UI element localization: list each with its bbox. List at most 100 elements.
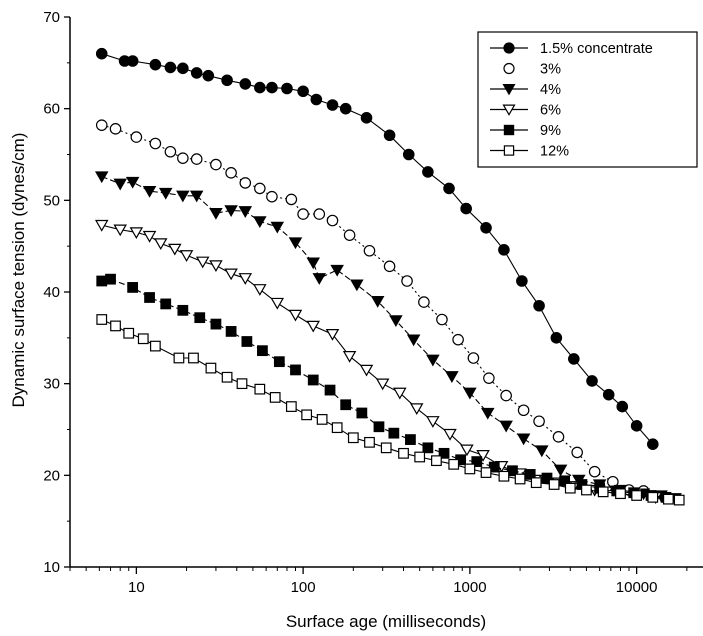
data-point [142, 185, 157, 198]
y-tick-label: 70 [43, 9, 60, 26]
data-point [109, 123, 122, 135]
data-point [153, 238, 168, 251]
data-point [312, 273, 327, 285]
data-point [581, 484, 592, 496]
data-point [530, 477, 542, 489]
legend-label: 6% [540, 103, 561, 119]
legend-label: 4% [540, 82, 561, 98]
x-axis-title: Surface age (milliseconds) [286, 612, 486, 631]
data-point [481, 407, 495, 420]
data-point [616, 400, 629, 413]
data-point [125, 176, 140, 189]
legend-label: 1.5% concentrate [540, 41, 653, 57]
data-point [195, 256, 210, 269]
data-point [127, 282, 139, 293]
legend: 1.5% concentrate 3% 4% 6% 9% 12% [477, 31, 698, 168]
data-point [94, 219, 109, 232]
data-point [559, 475, 571, 487]
data-point [498, 470, 510, 482]
data-point [548, 479, 560, 490]
data-point [270, 297, 285, 310]
y-tick-label: 50 [43, 192, 60, 209]
data-point [270, 221, 285, 234]
data-point [480, 222, 492, 234]
data-point [375, 378, 390, 391]
data-point [418, 296, 430, 308]
data-point [253, 284, 267, 296]
data-point [383, 260, 396, 273]
data-point [221, 74, 233, 87]
data-point [266, 81, 278, 94]
data-point [602, 388, 615, 401]
data-point [142, 230, 157, 243]
data-point [631, 490, 643, 501]
data-point [409, 403, 424, 416]
data-point [189, 190, 204, 203]
data-point [445, 371, 459, 383]
data-point [173, 352, 185, 364]
data-point [285, 401, 297, 412]
data-point [431, 455, 442, 467]
data-point [647, 491, 659, 503]
data-point [347, 432, 359, 444]
data-point [113, 224, 127, 237]
data-point [297, 85, 309, 98]
data-point [507, 465, 518, 477]
series-2 [95, 119, 650, 497]
data-point [516, 275, 528, 287]
y-tick-label: 10 [43, 559, 60, 576]
data-point [210, 318, 222, 330]
data-point [350, 279, 364, 292]
data-point [110, 320, 121, 332]
data-point [194, 312, 206, 324]
data-point [340, 399, 352, 411]
legend-item: 4% [490, 82, 561, 98]
data-point [307, 374, 319, 386]
data-point [158, 187, 173, 200]
data-point [426, 416, 440, 428]
data-point [95, 47, 108, 60]
data-point [597, 486, 609, 498]
data-point [310, 93, 323, 106]
legend-box [477, 31, 698, 168]
data-point [96, 275, 108, 287]
data-point [363, 244, 376, 257]
data-point [285, 193, 298, 206]
data-point [160, 298, 172, 310]
data-point [221, 371, 233, 383]
legend-item: 1.5% concentrate [490, 41, 653, 57]
data-point [324, 384, 336, 396]
data-point [126, 55, 139, 67]
data-point [359, 364, 374, 377]
data-point [290, 364, 301, 376]
data-point [502, 104, 516, 116]
data-point [123, 327, 135, 339]
data-point [552, 431, 565, 443]
data-point [210, 158, 222, 171]
y-tick-label: 40 [43, 284, 60, 301]
data-point [564, 482, 576, 494]
data-point [414, 451, 426, 463]
data-point [177, 152, 189, 164]
data-point [342, 350, 357, 363]
x-tick-label: 1000 [453, 579, 486, 596]
axes-layer: 10 20 30 40 50 60 70 10 100 1000 10000 [43, 9, 688, 596]
data-point [370, 295, 385, 308]
data-point [188, 352, 199, 364]
data-point [239, 78, 252, 90]
data-point [388, 427, 400, 439]
data-point [306, 320, 320, 333]
data-point [130, 131, 143, 143]
legend-item: 9% [490, 123, 561, 139]
data-point [105, 273, 116, 285]
data-point [297, 208, 309, 220]
data-point [533, 299, 545, 312]
data-point [503, 42, 515, 54]
data-point [436, 313, 448, 326]
data-point [588, 465, 601, 478]
data-point [630, 420, 643, 432]
data-point [533, 415, 545, 428]
data-point [364, 436, 375, 448]
data-point [405, 434, 416, 445]
data-point [137, 333, 149, 345]
